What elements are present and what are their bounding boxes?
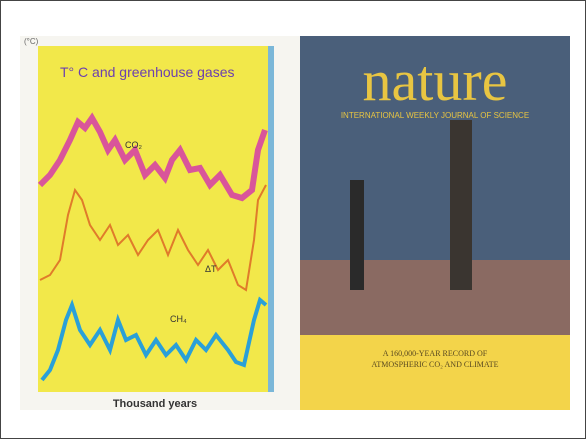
co2-curve <box>37 112 268 202</box>
temperature-curve <box>39 184 267 292</box>
cover-band <box>300 335 570 410</box>
cover-subtitle: INTERNATIONAL WEEKLY JOURNAL OF SCIENCE <box>341 111 529 120</box>
figure-caption: T° C and greenhouse gases <box>60 64 235 80</box>
nature-cover: nature INTERNATIONAL WEEKLY JOURNAL OF S… <box>300 36 570 410</box>
curve-label: ΔT <box>205 264 217 274</box>
curve-label: CH₄ <box>170 314 187 324</box>
unit-label: (°C) <box>24 37 39 46</box>
masthead: nature <box>363 48 508 113</box>
methane-curve <box>40 296 268 382</box>
chimney <box>450 120 472 290</box>
cover-text: ATMOSPHERIC CO₂ AND CLIMATE <box>371 360 498 369</box>
x-axis-label: Thousand years <box>113 398 197 410</box>
color-bar <box>268 46 274 392</box>
cover-ground <box>300 260 570 335</box>
curve-label: CO₂ <box>125 140 143 150</box>
chimney <box>350 180 364 290</box>
cover-text: A 160,000-YEAR RECORD OF <box>383 349 488 358</box>
plot-area <box>38 46 270 392</box>
ice-core-figure: T° C and greenhouse gases (°C) CO₂ ΔT CH… <box>20 36 300 410</box>
